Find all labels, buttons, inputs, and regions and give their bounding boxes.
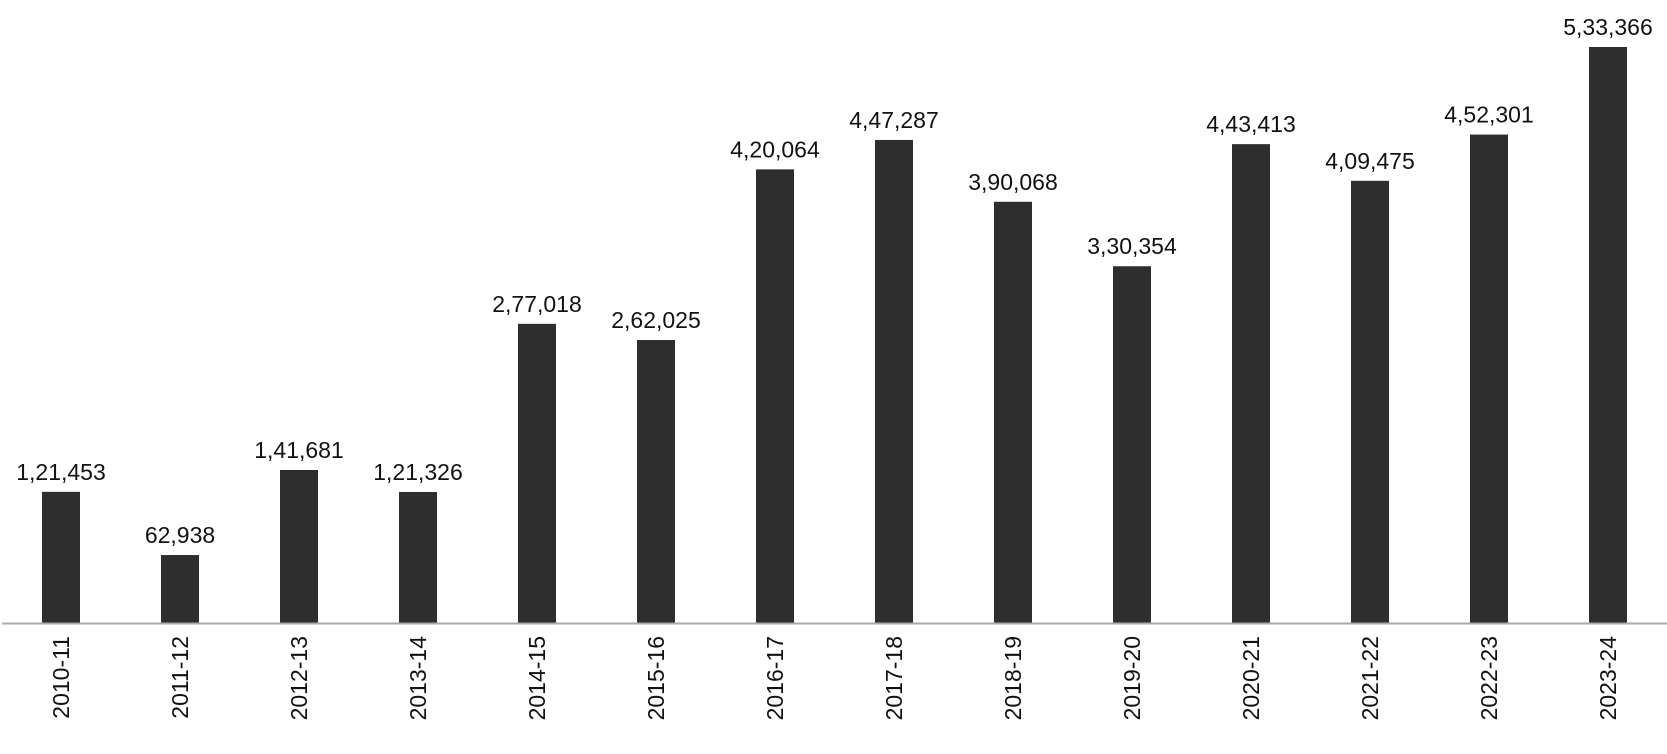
- data-label-2012-13: 1,41,681: [254, 437, 344, 463]
- data-label-2020-21: 4,43,413: [1206, 111, 1296, 137]
- x-tick-label-2016-17: 2016-17: [762, 636, 788, 720]
- data-label-2022-23: 4,52,301: [1444, 102, 1534, 128]
- data-label-2021-22: 4,09,475: [1325, 148, 1415, 174]
- bar-2016-17: [756, 169, 794, 623]
- bar-2010-11: [42, 491, 80, 623]
- data-label-2011-12: 62,938: [145, 522, 215, 548]
- x-tick-label-2019-20: 2019-20: [1119, 636, 1145, 720]
- data-label-2016-17: 4,20,064: [730, 136, 820, 162]
- x-tick-label-2010-11: 2010-11: [48, 636, 74, 719]
- x-tick-label-2011-12: 2011-12: [167, 636, 193, 719]
- bar-2019-20: [1113, 266, 1151, 623]
- x-tick-label-2017-18: 2017-18: [881, 636, 907, 720]
- x-tick-label-2022-23: 2022-23: [1476, 636, 1502, 720]
- data-label-2015-16: 2,62,025: [611, 307, 701, 333]
- bar-2012-13: [280, 469, 318, 623]
- bar-2023-24: [1589, 47, 1627, 623]
- x-tick-label-2020-21: 2020-21: [1238, 636, 1264, 720]
- bar-2018-19: [994, 201, 1032, 623]
- x-tick-label-2023-24: 2023-24: [1595, 636, 1621, 721]
- data-label-2018-19: 3,90,068: [968, 169, 1058, 195]
- data-label-2023-24: 5,33,366: [1563, 14, 1653, 40]
- data-label-2017-18: 4,47,287: [849, 107, 939, 133]
- bar-2014-15: [518, 323, 556, 623]
- data-label-2013-14: 1,21,326: [373, 459, 463, 485]
- bar-2017-18: [875, 139, 913, 623]
- x-tick-label-2012-13: 2012-13: [286, 636, 312, 720]
- bar-2013-14: [399, 491, 437, 623]
- bar-2022-23: [1470, 134, 1508, 623]
- data-label-2010-11: 1,21,453: [16, 459, 106, 485]
- bar-2020-21: [1232, 144, 1270, 623]
- data-label-2019-20: 3,30,354: [1087, 233, 1177, 259]
- bar-2021-22: [1351, 180, 1389, 624]
- x-tick-label-2015-16: 2015-16: [643, 636, 669, 720]
- x-tick-label-2018-19: 2018-19: [1000, 636, 1026, 720]
- data-label-2014-15: 2,77,018: [492, 291, 582, 317]
- x-tick-label-2014-15: 2014-15: [524, 636, 550, 720]
- bar-2011-12: [161, 555, 199, 623]
- bar-2015-16: [637, 340, 675, 623]
- x-tick-label-2013-14: 2013-14: [405, 636, 431, 721]
- x-tick-label-2021-22: 2021-22: [1357, 636, 1383, 720]
